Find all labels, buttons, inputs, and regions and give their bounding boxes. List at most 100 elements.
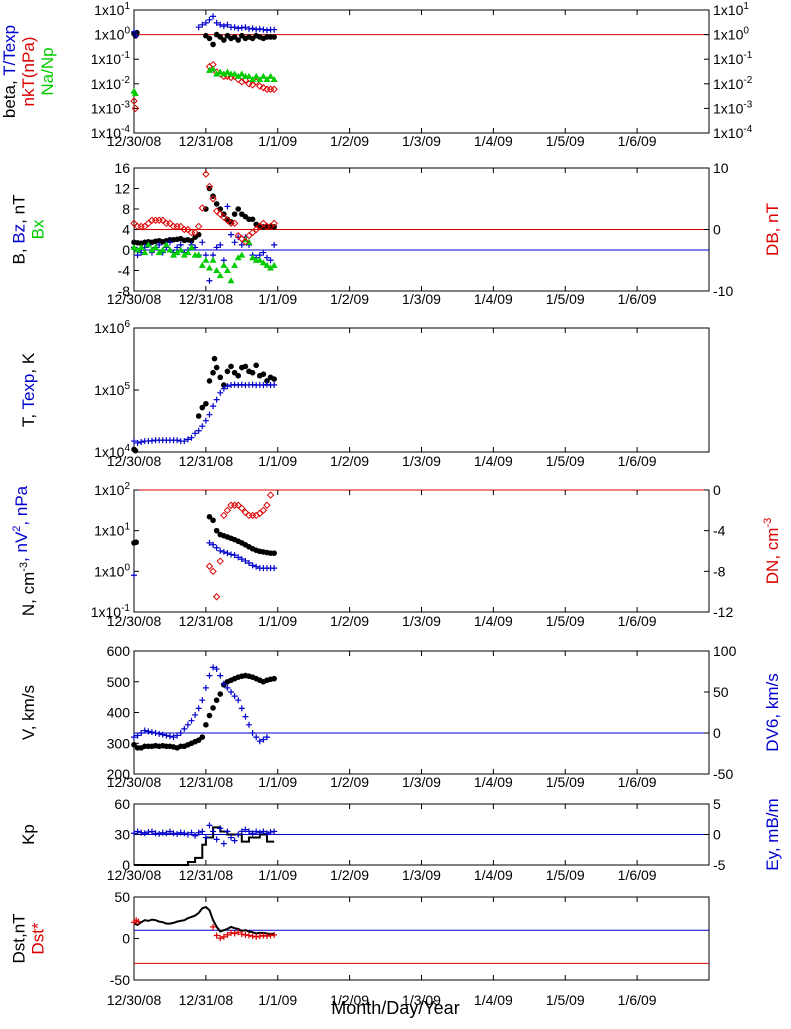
x-tick-label: 12/30/08 bbox=[107, 992, 162, 1008]
y2-axis-label: DV6, km/s bbox=[763, 673, 782, 751]
x-tick-label: 1/5/09 bbox=[546, 774, 585, 790]
data-point bbox=[184, 436, 191, 443]
data-point bbox=[231, 239, 238, 246]
data-point bbox=[256, 82, 264, 90]
data-point bbox=[199, 828, 206, 835]
data-point bbox=[246, 25, 252, 32]
data-point bbox=[228, 231, 235, 238]
data-point bbox=[271, 931, 278, 938]
data-point bbox=[134, 252, 141, 259]
data-point bbox=[166, 239, 173, 246]
data-point bbox=[131, 28, 137, 35]
x-tick-label: 1/1/09 bbox=[258, 133, 297, 149]
data-point bbox=[220, 840, 227, 847]
data-point bbox=[162, 241, 170, 248]
data-point bbox=[228, 363, 234, 370]
data-point bbox=[230, 219, 239, 228]
data-point bbox=[206, 185, 213, 192]
data-point bbox=[231, 24, 238, 31]
data-point bbox=[253, 828, 260, 835]
x-tick-label: 12/31/08 bbox=[179, 453, 234, 469]
x-tick-label: 1/6/09 bbox=[618, 133, 657, 149]
data-point bbox=[130, 243, 138, 250]
data-point bbox=[231, 837, 238, 844]
series-dot-black bbox=[131, 513, 277, 556]
data-point bbox=[156, 830, 163, 837]
data-point bbox=[263, 830, 270, 837]
data-point bbox=[213, 544, 220, 551]
y-axis-label-line: beta, T/Texp bbox=[0, 25, 19, 118]
x-tick-label: 12/30/08 bbox=[107, 453, 162, 469]
data-point bbox=[238, 828, 245, 835]
y-tick-label: 1x101 bbox=[94, 1, 130, 18]
y-tick-label: 1x100 bbox=[94, 562, 130, 579]
data-point bbox=[256, 75, 264, 82]
x-tick-label: 1/5/09 bbox=[546, 291, 585, 307]
data-point bbox=[199, 404, 206, 411]
data-point bbox=[199, 734, 206, 740]
series-plus-blue bbox=[131, 539, 278, 579]
x-tick-label: 1/2/09 bbox=[330, 613, 369, 629]
data-point bbox=[267, 72, 275, 79]
data-point bbox=[195, 427, 202, 434]
y-tick-label: -50 bbox=[110, 972, 130, 988]
data-point bbox=[224, 203, 231, 210]
data-point bbox=[213, 932, 220, 939]
data-point bbox=[220, 680, 227, 687]
series-plus-blue bbox=[131, 822, 278, 847]
data-point bbox=[209, 65, 217, 72]
data-point bbox=[213, 267, 221, 273]
data-point bbox=[195, 251, 203, 258]
x-tick-label: 1/1/09 bbox=[258, 774, 297, 790]
y-axis-label-line: B, Bz, nT bbox=[10, 195, 29, 265]
data-point bbox=[227, 277, 235, 284]
series-dot-black bbox=[131, 29, 277, 48]
data-point bbox=[212, 593, 221, 601]
x-tick-label: 1/3/09 bbox=[402, 774, 441, 790]
data-point bbox=[220, 385, 227, 392]
data-point bbox=[238, 251, 246, 258]
y2-tick-label: 1x10-4 bbox=[713, 124, 753, 141]
data-point bbox=[224, 550, 231, 557]
data-point bbox=[241, 76, 250, 84]
data-point bbox=[241, 238, 250, 246]
data-point bbox=[195, 829, 202, 836]
data-point bbox=[198, 261, 206, 268]
data-point bbox=[267, 257, 274, 264]
series-line bbox=[133, 905, 275, 936]
data-point bbox=[263, 254, 270, 261]
y-axis-label-line: Dst* bbox=[29, 922, 48, 955]
y2-tick-label: -8 bbox=[713, 563, 726, 579]
y-tick-label: -4 bbox=[118, 263, 131, 279]
data-point bbox=[199, 239, 206, 246]
data-point bbox=[260, 828, 267, 835]
data-point bbox=[152, 730, 159, 736]
data-point bbox=[211, 355, 218, 362]
data-point bbox=[256, 738, 263, 745]
data-point bbox=[260, 736, 267, 743]
data-point bbox=[249, 933, 256, 940]
x-tick-label: 1/6/09 bbox=[618, 992, 657, 1008]
x-tick-label: 1/1/09 bbox=[258, 867, 297, 883]
y-tick-label: 0 bbox=[122, 242, 130, 258]
data-point bbox=[221, 37, 227, 43]
data-point bbox=[242, 24, 249, 31]
data-point bbox=[246, 721, 252, 728]
data-point bbox=[180, 251, 188, 258]
data-point bbox=[206, 277, 213, 284]
plot-frame bbox=[133, 650, 710, 775]
data-point bbox=[134, 732, 141, 739]
data-point bbox=[174, 437, 181, 444]
x-tick-label: 12/30/08 bbox=[107, 867, 162, 883]
data-point bbox=[188, 243, 195, 250]
data-point bbox=[213, 666, 220, 673]
data-point bbox=[170, 734, 177, 741]
panel-2: 16 12 8 4 0 -4 -8 10 0 -10 12/30/08 12/31/08 1/1/09 1… bbox=[10, 160, 783, 307]
data-point bbox=[249, 730, 256, 736]
x-tick-label: 1/5/09 bbox=[546, 133, 585, 149]
data-point bbox=[224, 21, 231, 28]
data-point bbox=[213, 396, 220, 403]
y-tick-label: 50 bbox=[114, 889, 130, 905]
data-point bbox=[210, 664, 217, 671]
